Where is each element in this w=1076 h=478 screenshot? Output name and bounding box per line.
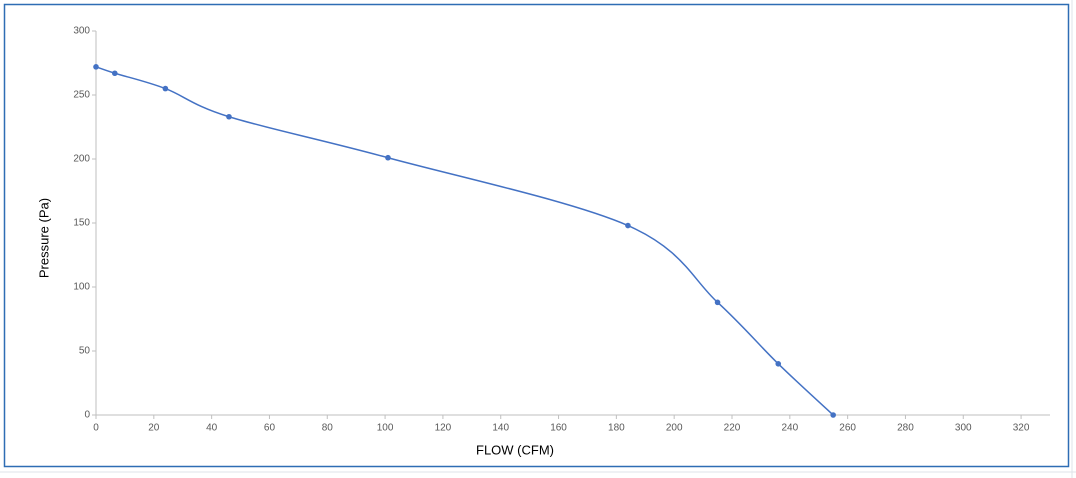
y-tick-label: 150 — [73, 218, 90, 229]
y-tick-label: 200 — [73, 154, 90, 165]
x-tick-label: 240 — [781, 423, 798, 434]
data-point — [111, 70, 118, 77]
x-tick-label: 200 — [666, 423, 683, 434]
data-point — [830, 412, 836, 418]
y-axis-title: Pressure (Pa) — [36, 198, 51, 278]
y-tick-label: 100 — [73, 282, 90, 293]
data-point — [775, 361, 782, 367]
x-tick-label: 320 — [1013, 423, 1030, 434]
data-point — [385, 154, 391, 161]
data-point — [226, 113, 232, 120]
x-tick-label: 20 — [148, 423, 160, 434]
series-line — [95, 66, 834, 416]
y-tick-label: 0 — [84, 410, 90, 421]
data-point — [162, 85, 169, 92]
data-point — [714, 299, 721, 306]
x-axis-title: FLOW (CFM) — [476, 442, 554, 457]
x-tick-label: 100 — [377, 423, 394, 434]
x-tick-label: 280 — [897, 423, 914, 434]
x-tick-label: 220 — [724, 423, 741, 434]
x-tick-label: 40 — [206, 423, 218, 434]
chart-frame — [3, 3, 1070, 468]
y-tick-label: 50 — [79, 346, 91, 357]
x-tick-label: 180 — [608, 423, 625, 434]
y-tick-label: 300 — [73, 26, 90, 37]
x-tick-label: 160 — [550, 423, 567, 434]
data-point — [93, 64, 99, 70]
x-tick-label: 60 — [264, 423, 276, 434]
y-tick-label: 250 — [73, 90, 90, 101]
x-tick-label: 120 — [435, 423, 452, 434]
x-tick-label: 140 — [492, 423, 509, 434]
x-tick-label: 260 — [839, 423, 856, 434]
x-tick-label: 0 — [93, 423, 99, 434]
x-tick-label: 80 — [322, 423, 334, 434]
x-tick-label: 300 — [955, 423, 972, 434]
data-point — [625, 222, 631, 229]
